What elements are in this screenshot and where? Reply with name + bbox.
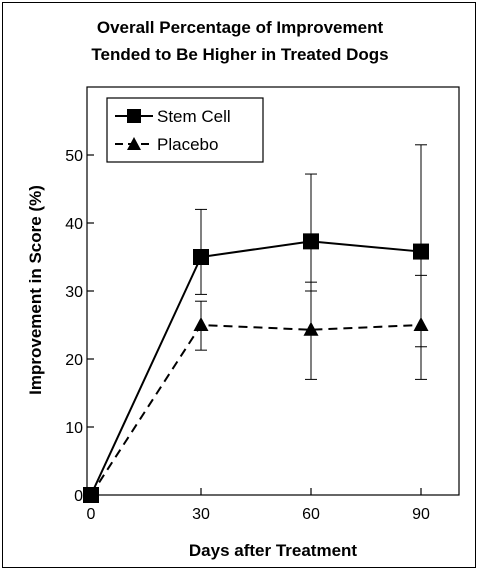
y-tick-label-10: 10 [65,420,83,437]
y-tick-label-40: 40 [65,216,83,233]
line-chart: Overall Percentage of Improvement Tended… [26,18,460,560]
x-tick-label-90: 90 [412,506,430,523]
stem-cell-series-line [90,240,422,496]
y-tick-label-30: 30 [65,284,83,301]
x-tick-label-0: 0 [87,506,96,523]
y-tick-label-50: 50 [65,148,83,165]
x-tick-label-60: 60 [302,506,320,523]
legend-stem-cell-marker [127,109,141,123]
placebo-point-0 [83,487,99,501]
chart-title-line-2: Tended to Be Higher in Treated Dogs [91,45,388,64]
stem-cell-point-90 [413,243,429,260]
y-axis-label: Improvement in Score (%) [26,185,45,395]
stem-cell-point-60 [303,233,319,250]
legend-placebo-label: Placebo [157,135,218,154]
placebo-point-30 [193,317,209,331]
placebo-point-90 [413,317,429,331]
legend-stem-cell-label: Stem Cell [157,107,231,126]
placebo-point-60 [303,321,319,336]
legend-box [106,97,264,163]
chart-title-line-1: Overall Percentage of Improvement [97,18,384,37]
placebo-series-line [90,323,422,496]
stem-cell-point-30 [193,249,209,265]
x-axis-label: Days after Treatment [189,541,358,560]
chart-figure: Overall Percentage of Improvement Tended… [2,2,476,568]
x-tick-label-30: 30 [192,506,210,523]
legend-placebo-marker [127,137,141,150]
legend: Stem Cell Placebo [106,97,264,163]
y-tick-label-20: 20 [65,352,83,369]
y-tick-label-0: 0 [74,488,83,505]
